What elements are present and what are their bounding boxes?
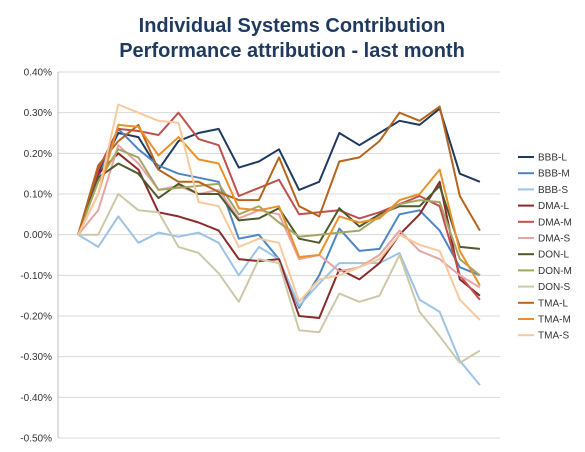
grid-layer — [58, 71, 500, 439]
chart-subtitle: Performance attribution - last month — [119, 40, 465, 62]
chart-title: Individual Systems Contribution — [139, 15, 446, 37]
series-line-dma-s — [77, 144, 481, 289]
legend-label-don-l: DON-L — [538, 250, 570, 261]
series-line-bbb-l — [77, 107, 481, 236]
y-tick-label: -0.30% — [20, 352, 52, 363]
series-line-don-m — [77, 148, 481, 277]
series-line-bbb-m — [77, 127, 481, 309]
legend-label-bbb-l: BBB-L — [538, 153, 567, 164]
y-tick-label: -0.50% — [20, 434, 52, 445]
series-line-don-s — [78, 193, 481, 364]
legend-label-dma-l: DMA-L — [538, 201, 570, 212]
series-line-tma-s — [77, 103, 481, 321]
legend-label-dma-s: DMA-S — [538, 234, 571, 245]
legend-label-don-m: DON-M — [538, 266, 572, 277]
series-line-dma-l — [77, 152, 481, 319]
series-line-dma-m — [77, 111, 481, 301]
series-line-tma-m — [77, 123, 481, 287]
series-line-bbb-s — [77, 215, 481, 386]
legend-label-bbb-s: BBB-S — [538, 185, 568, 196]
y-tick-label: 0.30% — [24, 108, 52, 119]
y-tick-label: -0.10% — [20, 271, 52, 282]
y-tick-label: 0.10% — [24, 190, 52, 201]
legend-label-don-s: DON-S — [538, 282, 571, 293]
legend: BBB-L BBB-M BBB-S DMA-L DMA-M DMA-S DON-L DON-M… — [518, 153, 572, 342]
y-tick-label: -0.20% — [20, 312, 52, 323]
legend-label-tma-m: TMA-M — [538, 315, 571, 326]
y-tick-label: 0.00% — [24, 230, 52, 241]
y-axis-ticks: 0.40% 0.30% 0.20% 0.10% 0.00% -0.10% -0.20% -0.… — [20, 68, 52, 445]
series-line-tma-l — [77, 105, 481, 235]
series-layer — [77, 103, 481, 386]
legend-label-tma-l: TMA-L — [538, 298, 568, 309]
y-tick-label: -0.40% — [20, 393, 52, 404]
legend-label-dma-m: DMA-M — [538, 217, 572, 228]
y-tick-label: 0.40% — [24, 68, 52, 79]
y-tick-label: 0.20% — [24, 149, 52, 160]
legend-label-bbb-m: BBB-M — [538, 169, 570, 180]
legend-label-tma-s: TMA-S — [538, 331, 569, 342]
